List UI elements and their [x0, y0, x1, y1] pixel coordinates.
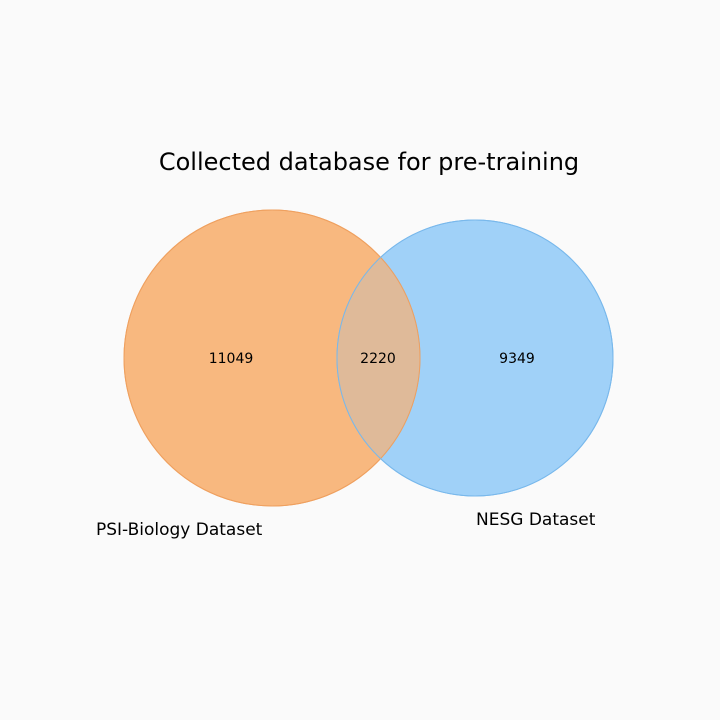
set-b-outline — [336, 219, 614, 497]
set-a-label: PSI-Biology Dataset — [96, 520, 263, 540]
count-both: 2220 — [360, 351, 396, 367]
diagram-title: Collected database for pre-training — [159, 148, 579, 176]
set-a-outline — [123, 209, 421, 507]
count-only-a: 11049 — [209, 351, 254, 367]
count-only-b: 9349 — [499, 351, 535, 367]
set-b-label: NESG Dataset — [476, 510, 596, 530]
